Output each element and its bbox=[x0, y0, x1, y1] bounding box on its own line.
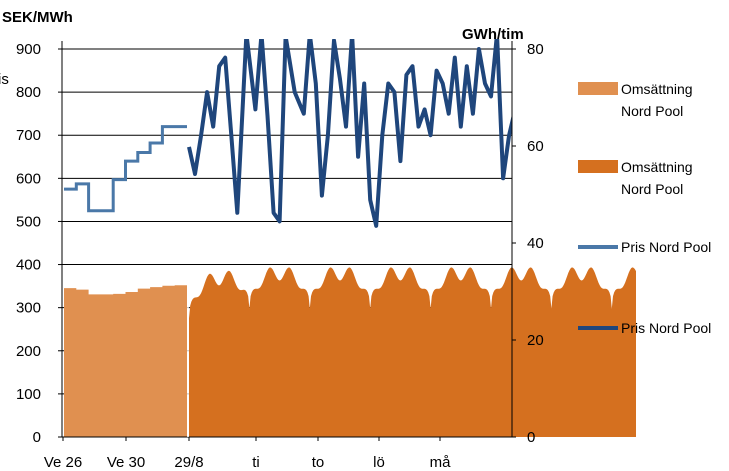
left-tick-label-100: 100 bbox=[16, 386, 41, 403]
x-tick-label-2: 29/8 bbox=[174, 454, 203, 471]
left-tick-label-700: 700 bbox=[16, 127, 41, 144]
line-hourly-price bbox=[187, 39, 512, 228]
legend-swatch-hourly-volume bbox=[578, 160, 618, 173]
right-tick-label-80: 80 bbox=[527, 41, 544, 58]
left-tick-label-200: 200 bbox=[16, 343, 41, 360]
x-tick-label-6: må bbox=[430, 454, 451, 471]
legend-label-hourly-price: Pris Nord Pool bbox=[621, 320, 711, 336]
legend-label-hourly-volume-line1: Omsättning bbox=[621, 159, 693, 175]
volume-areas bbox=[64, 267, 636, 437]
x-tick-label-1: Ve 30 bbox=[107, 454, 145, 471]
tick-labels: 0 100 200 300 400 500 600 700 800 900 0 20 40 60 80 Ve … bbox=[16, 41, 544, 471]
right-tick-label-40: 40 bbox=[527, 235, 544, 252]
left-tick-label-800: 800 bbox=[16, 84, 41, 101]
stray-axis-label: ris bbox=[0, 71, 9, 88]
area-weekly-volume bbox=[64, 285, 187, 437]
legend-label-weekly-volume-line2: Nord Pool bbox=[621, 103, 683, 119]
left-tick-label-900: 900 bbox=[16, 41, 41, 58]
line-weekly-price-path bbox=[64, 125, 187, 213]
legend-label-weekly-price: Pris Nord Pool bbox=[621, 239, 711, 255]
left-tick-label-300: 300 bbox=[16, 300, 41, 317]
left-tick-label-0: 0 bbox=[33, 429, 41, 446]
right-tick-label-60: 60 bbox=[527, 138, 544, 155]
right-tick-label-0: 0 bbox=[527, 429, 535, 446]
left-tick-label-500: 500 bbox=[16, 213, 41, 230]
x-tick-label-5: lö bbox=[373, 454, 385, 471]
x-tick-label-0: Ve 26 bbox=[44, 454, 82, 471]
legend-swatch-weekly-volume bbox=[578, 82, 618, 95]
left-tick-label-600: 600 bbox=[16, 170, 41, 187]
line-weekly-price bbox=[64, 125, 187, 213]
legend-label-weekly-volume-line1: Omsättning bbox=[621, 81, 693, 97]
left-tick-label-400: 400 bbox=[16, 257, 41, 274]
right-axis-unit: GWh/tim bbox=[462, 26, 524, 43]
legend: Omsättning Nord Pool Omsättning Nord Poo… bbox=[578, 81, 711, 336]
left-axis-unit: SEK/MWh bbox=[2, 9, 73, 26]
area-hourly-volume bbox=[189, 267, 636, 437]
price-lines bbox=[64, 39, 512, 228]
x-tick-label-3: ti bbox=[252, 454, 260, 471]
axes bbox=[58, 41, 516, 441]
right-tick-label-20: 20 bbox=[527, 332, 544, 349]
x-tick-label-4: to bbox=[312, 454, 325, 471]
legend-label-hourly-volume-line2: Nord Pool bbox=[621, 181, 683, 197]
